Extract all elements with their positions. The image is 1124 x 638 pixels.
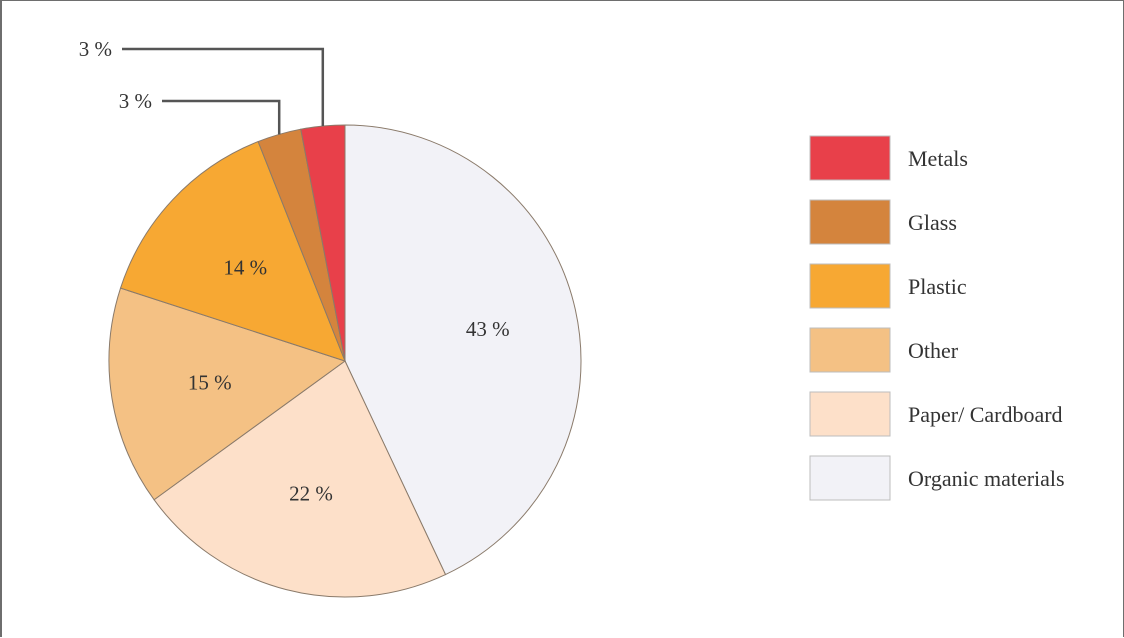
- legend-item-organic-materials: Organic materials: [809, 455, 1065, 501]
- slice-label-plastic: 14 %: [223, 255, 267, 279]
- slice-label-paper-cardboard: 22 %: [289, 482, 333, 506]
- callout-line-metals: [122, 47, 325, 126]
- legend-label-other: Other: [908, 338, 959, 363]
- slice-label-other: 15 %: [188, 370, 232, 394]
- legend: Metals Glass Plastic Other Paper/ Cardboard O…: [809, 135, 1065, 501]
- pie-slice-paper-cardboard: [153, 360, 447, 598]
- legend-label-paper-cardboard: Paper/ Cardboard: [908, 402, 1063, 427]
- legend-label-metals: Metals: [908, 146, 968, 171]
- callout-lines: [122, 47, 325, 135]
- slice-labels: 43 % 22 % 15 % 14 % 3 % 3 %: [79, 37, 510, 506]
- legend-item-plastic: Plastic: [809, 263, 967, 309]
- legend-swatch-organic-materials: [809, 455, 891, 501]
- slice-label-organic-materials: 43 %: [466, 317, 510, 341]
- legend-label-organic-materials: Organic materials: [908, 466, 1065, 491]
- legend-item-other: Other: [809, 327, 959, 373]
- legend-label-glass: Glass: [908, 210, 957, 235]
- legend-swatch-plastic: [809, 263, 891, 309]
- pie-slice-other: [108, 287, 347, 501]
- legend-swatch-metals: [809, 135, 891, 181]
- legend-item-paper-cardboard: Paper/ Cardboard: [809, 391, 1063, 437]
- legend-swatch-glass: [809, 199, 891, 245]
- pie-slices: [108, 124, 582, 598]
- legend-item-metals: Metals: [809, 135, 968, 181]
- pie-slice-metals: [300, 124, 346, 362]
- pie-slice-organic-materials: [344, 124, 582, 576]
- pie-slice-plastic: [119, 140, 346, 362]
- legend-swatch-other: [809, 327, 891, 373]
- slice-label-metals: 3 %: [79, 37, 112, 61]
- legend-label-plastic: Plastic: [908, 274, 967, 299]
- legend-item-glass: Glass: [809, 199, 957, 245]
- callout-line-glass: [162, 99, 281, 135]
- slice-label-glass: 3 %: [119, 89, 152, 113]
- legend-swatch-paper-cardboard: [809, 391, 891, 437]
